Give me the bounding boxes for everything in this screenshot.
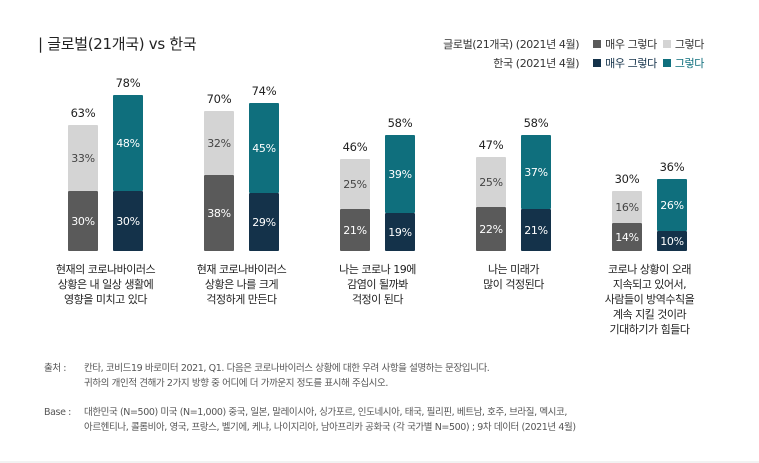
bar-korea-strong-4 bbox=[657, 231, 687, 251]
legend-swatch-korea-agree bbox=[662, 59, 671, 67]
legend-global-strong: 매우 그렇다 bbox=[593, 36, 657, 52]
bar-korea-agree-4 bbox=[657, 179, 687, 231]
bar-global-agree-0 bbox=[68, 125, 98, 191]
legend-korea-strong-text: 매우 그렇다 bbox=[605, 57, 657, 70]
bar-korea-agree-0 bbox=[113, 95, 143, 191]
category-label-line: 코로나 상황이 오래 bbox=[608, 263, 691, 276]
bar-global-strong-1 bbox=[204, 175, 234, 251]
data-label-korea-strong-0: 30% bbox=[116, 215, 140, 228]
bar-korea-agree-3 bbox=[521, 135, 551, 209]
data-label-global-strong-3: 22% bbox=[479, 223, 503, 236]
legend-global-agree: 그렇다 bbox=[662, 36, 705, 52]
category-label-line: 지속되고 있어서, bbox=[612, 278, 687, 291]
data-label-korea-strong-3: 21% bbox=[524, 224, 548, 237]
category-label-line: 상황은 나를 크게 bbox=[204, 278, 279, 291]
data-label-korea-agree-0: 48% bbox=[116, 137, 140, 150]
data-label-korea-strong-4: 10% bbox=[660, 235, 684, 248]
data-label-global-agree-0: 33% bbox=[71, 152, 95, 165]
source-key: 출처 : bbox=[44, 363, 67, 374]
data-label-global-strong-4: 14% bbox=[615, 231, 639, 244]
legend-korea-agree: 그렇다 bbox=[662, 55, 705, 71]
data-label-korea-agree-2: 39% bbox=[388, 168, 412, 181]
bar-korea-agree-2 bbox=[385, 135, 415, 213]
base-note: Base : 대한민국 (N=500) 미국 (N=1,000) 중국, 일본,… bbox=[44, 405, 576, 435]
data-label-global-strong-1: 38% bbox=[207, 207, 231, 220]
data-label-global-strong-0: 30% bbox=[71, 215, 95, 228]
data-label-korea-strong-2: 19% bbox=[388, 226, 412, 239]
legend-swatch-global-agree bbox=[662, 40, 671, 48]
total-label-korea-2: 58% bbox=[388, 116, 413, 130]
category-label-line: 나는 미래가 bbox=[487, 263, 540, 276]
bar-global-strong-0 bbox=[68, 191, 98, 251]
legend-swatch-korea-strong bbox=[593, 59, 602, 67]
legend-global-strong-text: 매우 그렇다 bbox=[605, 38, 657, 51]
category-label-line: 나는 코로나 19에 bbox=[339, 263, 416, 276]
total-label-korea-3: 58% bbox=[524, 116, 549, 130]
data-label-global-agree-1: 32% bbox=[207, 137, 231, 150]
data-label-global-agree-3: 25% bbox=[479, 176, 503, 189]
category-label-line: 영향을 미치고 있다 bbox=[64, 293, 147, 306]
category-label-line: 사람들이 방역수칙을 bbox=[604, 293, 695, 306]
legend-swatch-global-strong bbox=[593, 40, 602, 48]
footer-divider bbox=[0, 461, 759, 463]
legend-korea-agree-text: 그렇다 bbox=[674, 57, 705, 70]
category-label-line: 현재의 코로나바이러스 bbox=[55, 263, 156, 276]
bar-global-strong-4 bbox=[612, 223, 642, 251]
total-label-global-0: 63% bbox=[71, 106, 96, 120]
category-label-line: 현재 코로나바이러스 bbox=[196, 263, 287, 276]
category-label-line: 걱정이 된다 bbox=[351, 293, 404, 306]
source-note: 출처 : 칸타, 코비드19 바로미터 2021, Q1. 다음은 코로나바이러… bbox=[44, 361, 490, 391]
category-label-line: 기대하기가 힘들다 bbox=[609, 323, 690, 336]
bar-global-strong-3 bbox=[476, 207, 506, 251]
stacked-bar-chart: 30% 33% 63% 30% 48% 78% 38% 32% 70% 29% 45% 74% 21% 2… bbox=[68, 76, 687, 251]
base-line-1: 대한민국 (N=500) 미국 (N=1,000) 중국, 일본, 말레이시아,… bbox=[84, 407, 567, 418]
bar-global-agree-4 bbox=[612, 191, 642, 223]
total-label-global-3: 47% bbox=[479, 138, 504, 152]
category-label-line: 계속 지킬 것이라 bbox=[612, 308, 687, 321]
bar-global-agree-1 bbox=[204, 111, 234, 175]
bar-korea-strong-2 bbox=[385, 213, 415, 251]
bar-global-agree-3 bbox=[476, 157, 506, 207]
data-label-korea-agree-3: 37% bbox=[524, 166, 548, 179]
category-label-line: 걱정하게 만든다 bbox=[206, 293, 277, 306]
bar-korea-agree-1 bbox=[249, 103, 279, 193]
legend-global: 글로벌(21개국) (2021년 4월) 매우 그렇다 그렇다 bbox=[443, 36, 704, 52]
category-label-line: 감염이 될까봐 bbox=[347, 278, 408, 291]
total-label-global-1: 70% bbox=[207, 92, 232, 106]
total-label-global-4: 30% bbox=[615, 172, 640, 186]
legend-global-label: 글로벌(21개국) (2021년 4월) bbox=[443, 38, 580, 51]
data-label-korea-agree-4: 26% bbox=[660, 199, 684, 212]
legend-korea-strong: 매우 그렇다 bbox=[593, 55, 657, 71]
category-label-line: 많이 걱정된다 bbox=[483, 278, 544, 291]
bar-global-strong-2 bbox=[340, 209, 370, 251]
total-label-korea-1: 74% bbox=[252, 84, 277, 98]
chart-title: | 글로벌(21개국) vs 한국 bbox=[38, 35, 197, 53]
data-label-global-agree-2: 25% bbox=[343, 178, 367, 191]
bar-global-agree-2 bbox=[340, 159, 370, 209]
bar-korea-strong-3 bbox=[521, 209, 551, 251]
category-label-line: 상황은 내 일상 생활에 bbox=[57, 278, 154, 291]
legend-korea-label: 한국 (2021년 4월) bbox=[493, 57, 580, 70]
data-label-korea-agree-1: 45% bbox=[252, 142, 276, 155]
base-line-2: 아르헨티나, 콜롬비아, 영국, 프랑스, 벨기에, 케냐, 나이지리아, 남아… bbox=[84, 422, 576, 433]
base-key: Base : bbox=[44, 407, 71, 418]
data-label-korea-strong-1: 29% bbox=[252, 216, 276, 229]
source-line-2: 귀하의 개인적 견해가 2가지 방향 중 어디에 더 가까운지 정도를 표시해 … bbox=[84, 378, 388, 389]
legend-global-agree-text: 그렇다 bbox=[674, 38, 705, 51]
data-label-global-strong-2: 21% bbox=[343, 224, 367, 237]
source-line-1: 칸타, 코비드19 바로미터 2021, Q1. 다음은 코로나바이러스 상황에… bbox=[84, 363, 490, 374]
bar-korea-strong-1 bbox=[249, 193, 279, 251]
total-label-korea-4: 36% bbox=[660, 160, 685, 174]
data-label-global-agree-4: 16% bbox=[615, 201, 639, 214]
legend-korea: 한국 (2021년 4월) 매우 그렇다 그렇다 bbox=[493, 55, 704, 71]
bar-korea-strong-0 bbox=[113, 191, 143, 251]
total-label-korea-0: 78% bbox=[116, 76, 141, 90]
total-label-global-2: 46% bbox=[343, 140, 368, 154]
